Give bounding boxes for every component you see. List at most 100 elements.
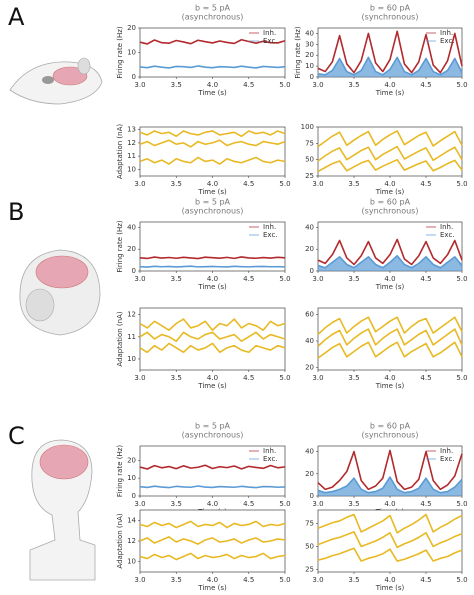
y-tick-label: 12	[127, 139, 136, 147]
x-tick-label: 4.5	[420, 374, 431, 382]
y-tick-label: 10	[127, 165, 136, 173]
y-tick-label: 50	[305, 156, 314, 164]
y-axis-label: Adaptation (nA)	[116, 311, 124, 366]
legend-label: Inh.	[263, 447, 276, 455]
x-tick-label: 4.5	[420, 500, 431, 508]
y-tick-label: 10	[305, 62, 314, 70]
x-tick-label: 4.0	[207, 500, 218, 508]
plot-area	[139, 126, 286, 177]
x-tick-label: 5.0	[279, 374, 290, 382]
x-tick-label: 3.5	[348, 500, 359, 508]
x-tick-label: 4.0	[207, 81, 218, 89]
y-tick-label: 0	[132, 267, 136, 275]
x-tick-label: 5.0	[279, 81, 290, 89]
x-tick-label: 3.0	[312, 81, 323, 89]
plot-area	[139, 27, 286, 78]
x-tick-label: 3.5	[348, 81, 359, 89]
line	[139, 342, 286, 354]
x-axis-label: Time (s)	[197, 188, 227, 196]
chart-title: b = 5 pA	[195, 198, 231, 207]
line	[317, 513, 463, 534]
line	[317, 547, 463, 562]
y-tick-label: 12	[127, 537, 136, 545]
y-tick-label: 0	[132, 73, 136, 81]
line	[317, 238, 463, 266]
x-tick-label: 4.5	[420, 275, 431, 283]
line	[139, 265, 286, 268]
chart-title: b = 5 pA	[195, 422, 231, 431]
y-tick-label: 25	[305, 172, 314, 180]
line	[139, 130, 286, 138]
y-tick-label: 20	[305, 245, 314, 253]
x-tick-label: 5.0	[456, 374, 467, 382]
y-tick-label: 40	[305, 337, 314, 345]
line	[139, 38, 286, 45]
x-tick-label: 4.5	[243, 275, 254, 283]
y-tick-label: 10	[127, 49, 136, 57]
chart-title: b = 60 pA	[370, 198, 411, 207]
y-tick-label: 11	[127, 333, 136, 341]
legend-label: Inh.	[263, 223, 276, 231]
y-tick-label: 20	[127, 24, 136, 32]
x-tick-label: 3.0	[134, 500, 145, 508]
y-axis-label: Adaptation (nA)	[116, 124, 124, 179]
y-tick-label: 30	[305, 40, 314, 48]
x-tick-label: 3.0	[312, 500, 323, 508]
y-tick-label: 100	[301, 123, 314, 131]
y-tick-label: 0	[310, 267, 314, 275]
x-tick-label: 5.0	[456, 180, 467, 188]
y-tick-label: 20	[305, 363, 314, 371]
line	[139, 331, 286, 343]
plot-area	[139, 509, 286, 573]
panel-letter: A	[8, 3, 25, 31]
x-tick-label: 4.5	[243, 374, 254, 382]
y-tick-label: 0	[310, 73, 314, 81]
y-tick-label: 0	[310, 492, 314, 500]
x-tick-label: 3.5	[171, 500, 182, 508]
x-tick-label: 4.0	[384, 374, 395, 382]
y-axis-label: Firing rate (Hz)	[116, 445, 124, 498]
x-tick-label: 5.0	[279, 500, 290, 508]
y-tick-label: 20	[127, 456, 136, 464]
legend-label: Exc.	[263, 455, 278, 463]
legend-label: Exc.	[263, 231, 278, 239]
legend-label: Exc.	[440, 455, 455, 463]
line	[139, 536, 286, 545]
y-tick-label: 75	[305, 139, 314, 147]
monkey-illustration	[19, 249, 101, 336]
x-axis-label: Time (s)	[197, 382, 227, 390]
legend-label: Inh.	[440, 29, 453, 37]
panel-letter: B	[8, 198, 24, 226]
x-tick-label: 4.0	[384, 576, 395, 584]
line	[317, 145, 463, 162]
y-tick-label: 40	[305, 223, 314, 231]
x-tick-label: 3.5	[348, 374, 359, 382]
area	[318, 255, 462, 271]
x-axis-label: Time (s)	[197, 89, 227, 97]
line	[139, 256, 286, 260]
line	[139, 464, 286, 470]
y-tick-label: 75	[305, 520, 314, 528]
y-tick-label: 10	[127, 558, 136, 566]
x-axis-label: Time (s)	[197, 283, 227, 291]
line	[317, 341, 463, 359]
line	[317, 328, 463, 347]
chart-title: b = 5 pA	[195, 4, 231, 13]
area	[318, 57, 462, 77]
plot-area	[317, 509, 463, 573]
x-tick-label: 4.0	[384, 275, 395, 283]
x-tick-label: 5.0	[456, 576, 467, 584]
x-tick-label: 3.0	[134, 81, 145, 89]
y-tick-label: 14	[127, 516, 136, 524]
x-tick-label: 3.5	[171, 180, 182, 188]
x-tick-label: 4.0	[207, 374, 218, 382]
x-tick-label: 3.5	[348, 576, 359, 584]
y-tick-label: 10	[127, 474, 136, 482]
x-tick-label: 3.0	[134, 275, 145, 283]
x-axis-label: Time (s)	[375, 188, 405, 196]
y-tick-label: 50	[305, 542, 314, 550]
plot-area	[139, 307, 286, 371]
y-tick-label: 0	[132, 492, 136, 500]
x-tick-label: 4.0	[207, 576, 218, 584]
human-illustration	[29, 439, 96, 581]
